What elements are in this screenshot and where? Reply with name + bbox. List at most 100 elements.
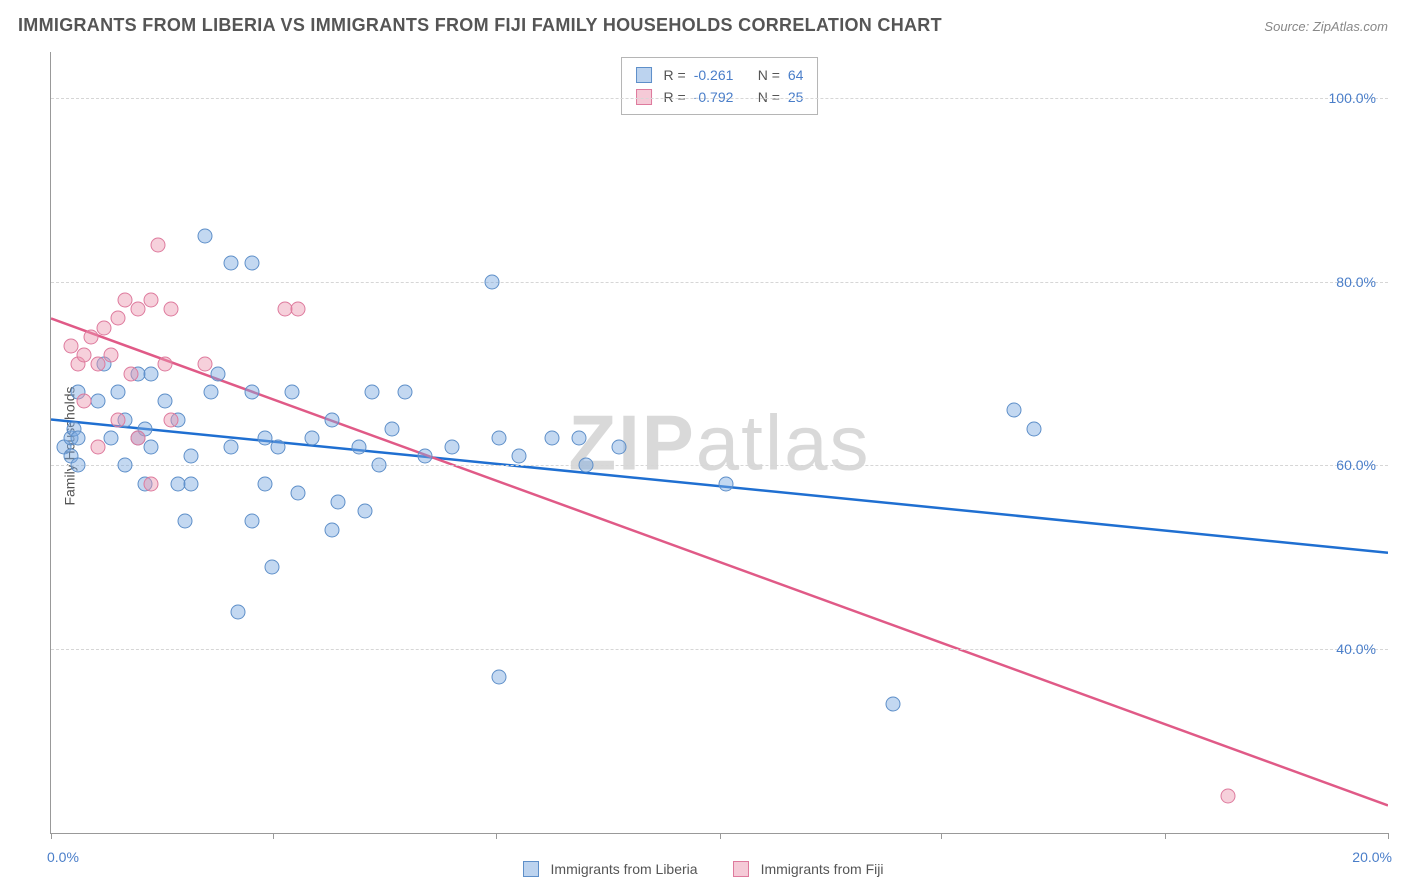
- data-point-fiji: [144, 476, 159, 491]
- legend-item-liberia: Immigrants from Liberia: [523, 861, 698, 877]
- gridline-h: [51, 282, 1388, 283]
- y-tick-label: 40.0%: [1336, 641, 1376, 657]
- data-point-liberia: [204, 384, 219, 399]
- data-point-fiji: [124, 366, 139, 381]
- x-tick: [496, 833, 497, 839]
- data-point-liberia: [351, 440, 366, 455]
- stat-R-label: R =: [664, 64, 686, 86]
- data-point-fiji: [164, 412, 179, 427]
- swatch-liberia: [636, 67, 652, 83]
- data-point-liberia: [578, 458, 593, 473]
- x-tick: [51, 833, 52, 839]
- data-point-fiji: [1220, 789, 1235, 804]
- gridline-h: [51, 465, 1388, 466]
- source-attribution: Source: ZipAtlas.com: [1264, 19, 1388, 34]
- data-point-liberia: [324, 412, 339, 427]
- data-point-liberia: [418, 449, 433, 464]
- data-point-liberia: [244, 256, 259, 271]
- data-point-liberia: [291, 486, 306, 501]
- stats-row-liberia: R = -0.261 N = 64: [636, 64, 804, 86]
- stat-N-label: N =: [758, 64, 780, 86]
- data-point-fiji: [77, 348, 92, 363]
- data-point-liberia: [144, 440, 159, 455]
- y-tick-label: 60.0%: [1336, 457, 1376, 473]
- scatter-chart: ZIPatlas R = -0.261 N = 64 R = -0.792 N …: [50, 52, 1388, 834]
- data-point-liberia: [244, 384, 259, 399]
- data-point-liberia: [90, 394, 105, 409]
- legend-label-liberia: Immigrants from Liberia: [551, 861, 698, 877]
- stat-N-value-liberia: 64: [788, 64, 804, 86]
- data-point-fiji: [117, 293, 132, 308]
- data-point-liberia: [398, 384, 413, 399]
- data-point-liberia: [445, 440, 460, 455]
- x-tick: [941, 833, 942, 839]
- data-point-fiji: [130, 430, 145, 445]
- data-point-fiji: [77, 394, 92, 409]
- data-point-liberia: [264, 559, 279, 574]
- data-point-liberia: [719, 476, 734, 491]
- data-point-fiji: [130, 302, 145, 317]
- data-point-liberia: [886, 697, 901, 712]
- data-point-fiji: [97, 320, 112, 335]
- gridline-h: [51, 98, 1388, 99]
- data-point-fiji: [84, 329, 99, 344]
- data-point-liberia: [104, 430, 119, 445]
- chart-header: IMMIGRANTS FROM LIBERIA VS IMMIGRANTS FR…: [18, 15, 1388, 36]
- data-point-liberia: [545, 430, 560, 445]
- x-tick: [1165, 833, 1166, 839]
- stat-R-value-liberia: -0.261: [694, 64, 750, 86]
- data-point-liberia: [364, 384, 379, 399]
- legend: Immigrants from Liberia Immigrants from …: [0, 861, 1406, 877]
- data-point-liberia: [491, 669, 506, 684]
- data-point-liberia: [70, 458, 85, 473]
- data-point-liberia: [197, 228, 212, 243]
- data-point-liberia: [271, 440, 286, 455]
- data-point-fiji: [110, 311, 125, 326]
- data-point-liberia: [511, 449, 526, 464]
- data-point-liberia: [612, 440, 627, 455]
- swatch-liberia: [523, 861, 539, 877]
- data-point-fiji: [164, 302, 179, 317]
- data-point-liberia: [157, 394, 172, 409]
- data-point-liberia: [331, 495, 346, 510]
- legend-item-fiji: Immigrants from Fiji: [733, 861, 884, 877]
- data-point-liberia: [304, 430, 319, 445]
- data-point-liberia: [70, 430, 85, 445]
- data-point-liberia: [324, 522, 339, 537]
- data-point-fiji: [104, 348, 119, 363]
- correlation-stats-box: R = -0.261 N = 64 R = -0.792 N = 25: [621, 57, 819, 115]
- source-label: Source:: [1264, 19, 1309, 34]
- watermark-light: atlas: [696, 398, 871, 486]
- data-point-liberia: [110, 384, 125, 399]
- data-point-liberia: [244, 513, 259, 528]
- data-point-fiji: [291, 302, 306, 317]
- watermark-bold: ZIP: [568, 398, 695, 486]
- chart-title: IMMIGRANTS FROM LIBERIA VS IMMIGRANTS FR…: [18, 15, 942, 36]
- legend-label-fiji: Immigrants from Fiji: [761, 861, 884, 877]
- data-point-liberia: [384, 421, 399, 436]
- data-point-fiji: [90, 440, 105, 455]
- data-point-fiji: [157, 357, 172, 372]
- data-point-liberia: [358, 504, 373, 519]
- data-point-fiji: [64, 339, 79, 354]
- data-point-liberia: [257, 430, 272, 445]
- x-tick: [720, 833, 721, 839]
- data-point-liberia: [117, 458, 132, 473]
- data-point-liberia: [224, 440, 239, 455]
- data-point-liberia: [1026, 421, 1041, 436]
- x-tick: [273, 833, 274, 839]
- data-point-liberia: [1006, 403, 1021, 418]
- y-tick-label: 80.0%: [1336, 274, 1376, 290]
- data-point-fiji: [90, 357, 105, 372]
- data-point-liberia: [572, 430, 587, 445]
- x-tick: [1388, 833, 1389, 839]
- data-point-liberia: [257, 476, 272, 491]
- data-point-liberia: [485, 274, 500, 289]
- data-point-liberia: [144, 366, 159, 381]
- data-point-liberia: [371, 458, 386, 473]
- source-link[interactable]: ZipAtlas.com: [1313, 19, 1388, 34]
- data-point-liberia: [491, 430, 506, 445]
- swatch-fiji: [733, 861, 749, 877]
- data-point-liberia: [184, 449, 199, 464]
- data-point-liberia: [224, 256, 239, 271]
